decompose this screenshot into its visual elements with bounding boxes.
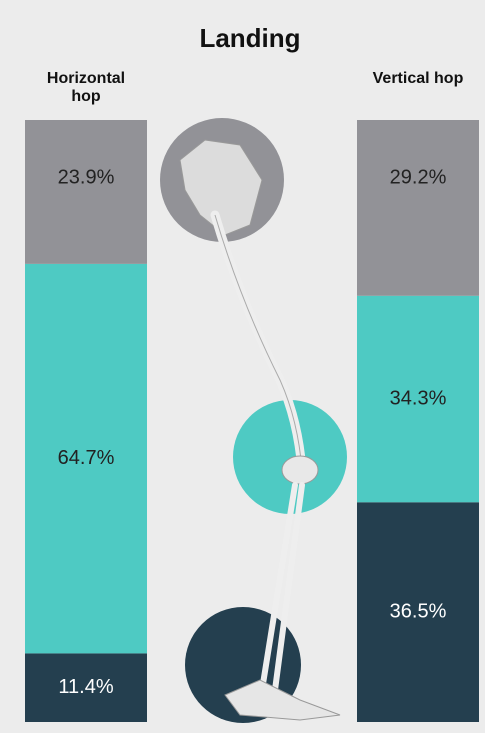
value-label: 23.9% — [58, 166, 115, 188]
bar-segment — [25, 120, 147, 264]
bar-segment — [25, 263, 147, 654]
category-label: Horizontal hop — [46, 70, 126, 105]
bar-segment — [357, 295, 479, 503]
value-label: 11.4% — [58, 676, 113, 698]
bar-segment — [357, 120, 479, 296]
category-label: Vertical hop — [372, 70, 464, 87]
value-label: 34.3% — [390, 387, 447, 409]
chart-title: Landing — [199, 23, 300, 53]
value-label: 64.7% — [58, 447, 115, 469]
bar-segment — [25, 653, 147, 722]
value-label: 29.2% — [390, 166, 447, 188]
value-label: 36.5% — [390, 600, 447, 622]
bar-segment — [357, 502, 479, 722]
skeleton — [160, 118, 347, 723]
